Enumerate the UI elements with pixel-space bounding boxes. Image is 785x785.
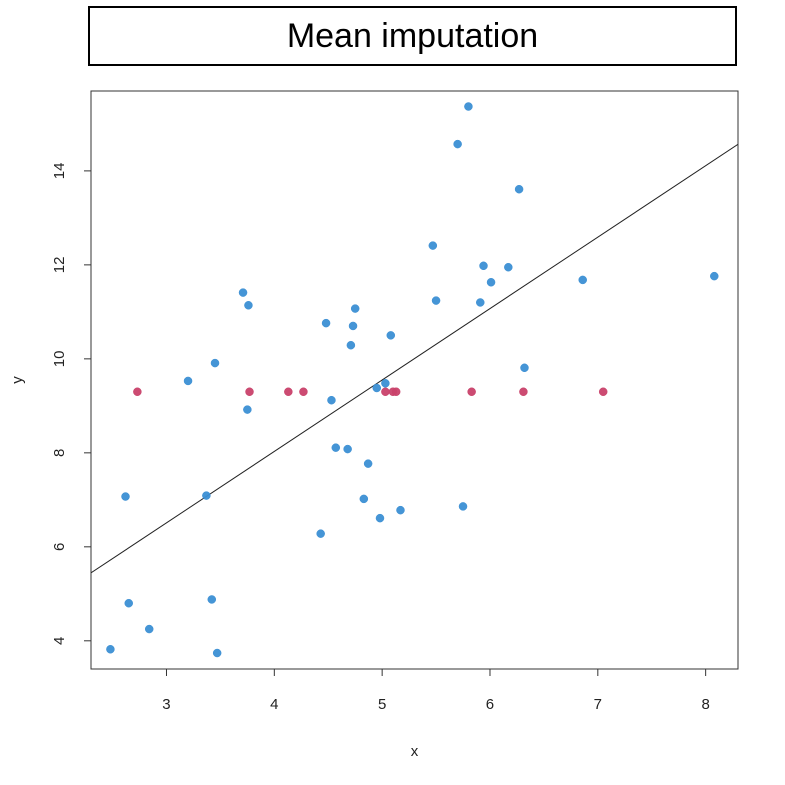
x-axis-label: x (411, 743, 419, 760)
y-tick-label: 14 (51, 163, 68, 180)
observed-point (327, 395, 336, 405)
observed-point (106, 645, 115, 654)
observed-point (458, 502, 468, 511)
chart-title: Mean imputation (88, 6, 737, 66)
y-axis-label: y (9, 376, 26, 384)
observed-point (210, 358, 220, 368)
observed-point (363, 459, 373, 468)
observed-point (346, 340, 356, 350)
x-tick-label: 4 (270, 696, 278, 713)
observed-point (183, 376, 193, 386)
observed-point (243, 405, 252, 414)
y-tick-label: 12 (51, 257, 68, 274)
x-tick-label: 6 (486, 696, 494, 713)
observed-point (464, 102, 473, 111)
observed-point (207, 595, 217, 604)
observed-point (244, 301, 253, 310)
observed-point (343, 444, 352, 454)
imputed-point (381, 387, 390, 396)
observed-point (514, 184, 524, 194)
imputed-point (133, 387, 142, 396)
observed-point (396, 505, 405, 515)
x-tick-label: 8 (701, 696, 709, 713)
observed-point (375, 513, 385, 523)
observed-point (238, 288, 248, 297)
imputed-point (245, 387, 254, 396)
observed-point (202, 491, 211, 500)
observed-point (431, 296, 441, 305)
observed-point (520, 363, 529, 373)
imputed-point (299, 387, 308, 396)
observed-point (350, 304, 360, 313)
observed-point (486, 278, 496, 287)
observed-point (359, 494, 369, 504)
y-tick-label: 10 (51, 351, 68, 368)
observed-point (316, 529, 325, 538)
y-tick-label: 8 (51, 449, 68, 457)
observed-point (504, 262, 513, 272)
y-tick-label: 6 (51, 543, 68, 551)
observed-point (386, 331, 396, 340)
regression-line (91, 143, 738, 574)
x-tick-label: 7 (594, 696, 602, 713)
observed-point (428, 241, 438, 250)
observed-point (348, 321, 358, 331)
observed-point (124, 598, 133, 608)
observed-point (710, 271, 719, 281)
y-tick-label: 4 (51, 637, 68, 645)
observed-point (144, 624, 154, 634)
observed-point (212, 648, 222, 658)
x-tick-label: 3 (162, 696, 170, 713)
imputed-point (519, 387, 528, 396)
observed-point (381, 379, 390, 388)
imputed-point (598, 387, 608, 396)
observed-point (121, 492, 130, 501)
x-tick-label: 5 (378, 696, 386, 713)
observed-point (476, 298, 485, 307)
observed-point (479, 261, 488, 271)
imputed-point (391, 387, 401, 396)
observed-point (321, 318, 331, 328)
observed-point (372, 383, 382, 393)
observed-point (578, 275, 587, 285)
imputed-point (467, 387, 476, 396)
imputed-point (284, 387, 293, 396)
observed-point (453, 139, 462, 149)
observed-point (331, 443, 341, 452)
